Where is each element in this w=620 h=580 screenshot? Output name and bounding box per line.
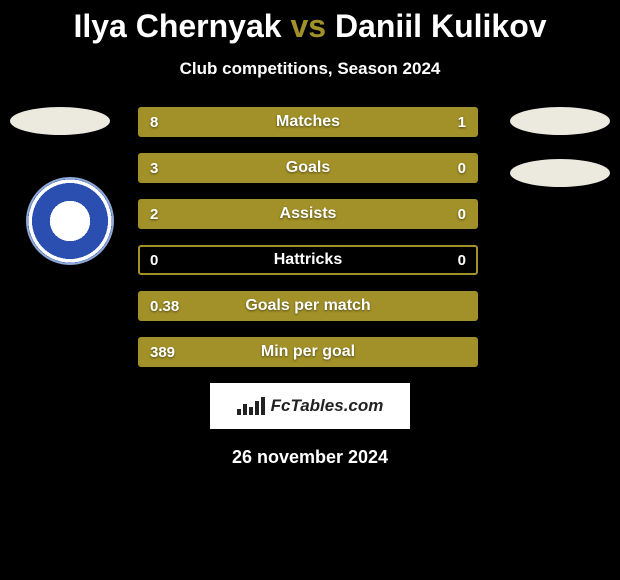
player2-placeholder-ellipse (510, 107, 610, 135)
player1-club-logo (26, 177, 114, 265)
stat-rows: 81Matches 30Goals 20Assists 00Hattricks 0.38… (138, 107, 478, 367)
stat-row: 20Assists (138, 199, 478, 229)
bar-chart-icon (237, 397, 265, 415)
stat-label: Assists (140, 201, 476, 227)
player2-name: Daniil Kulikov (335, 8, 547, 44)
brand-badge: FcTables.com (210, 383, 410, 429)
subtitle: Club competitions, Season 2024 (0, 59, 620, 79)
date-text: 26 november 2024 (0, 447, 620, 468)
stat-row: 30Goals (138, 153, 478, 183)
stat-row: 389Min per goal (138, 337, 478, 367)
player2-club-placeholder-ellipse (510, 159, 610, 187)
stat-row: 0.38Goals per match (138, 291, 478, 321)
vs-text: vs (290, 8, 326, 44)
comparison-title: Ilya Chernyak vs Daniil Kulikov (0, 0, 620, 45)
stat-label: Goals per match (140, 293, 476, 319)
brand-text: FcTables.com (271, 396, 384, 416)
stat-label: Min per goal (140, 339, 476, 365)
comparison-chart: 81Matches 30Goals 20Assists 00Hattricks 0.38… (0, 107, 620, 367)
stat-row: 81Matches (138, 107, 478, 137)
stat-label: Matches (140, 109, 476, 135)
stat-row: 00Hattricks (138, 245, 478, 275)
player1-name: Ilya Chernyak (73, 8, 281, 44)
player1-placeholder-ellipse (10, 107, 110, 135)
stat-label: Hattricks (140, 247, 476, 273)
stat-label: Goals (140, 155, 476, 181)
